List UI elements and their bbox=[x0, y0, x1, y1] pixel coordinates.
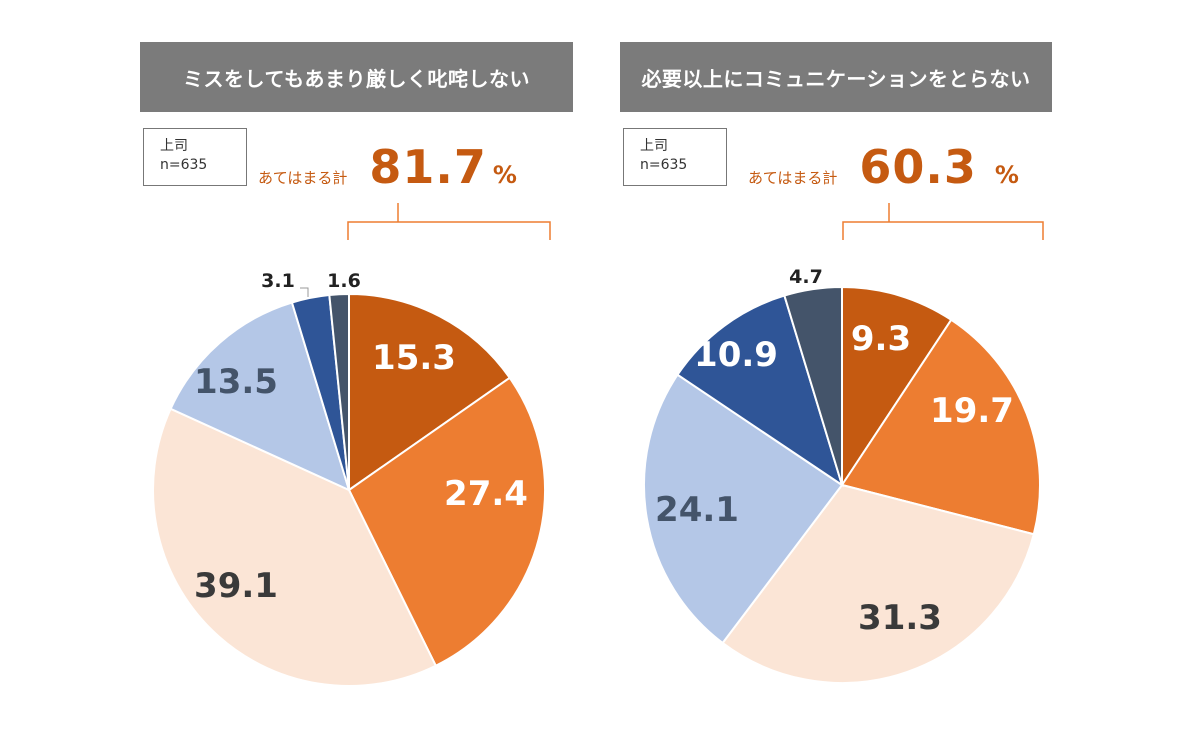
slice-value-label: 39.1 bbox=[194, 566, 278, 606]
respondent-label: 上司 bbox=[160, 138, 188, 154]
slice-value-label: 4.7 bbox=[789, 266, 823, 288]
sample-size-box: 上司 n=635 bbox=[623, 128, 727, 186]
slice-value-label: 13.5 bbox=[194, 362, 278, 402]
pie-slice bbox=[348, 292, 512, 492]
pie-slice bbox=[328, 292, 350, 491]
pie-slice bbox=[152, 407, 438, 687]
applies-value: 60.3 bbox=[859, 140, 977, 194]
pie-slice bbox=[783, 285, 843, 486]
pie-slice bbox=[676, 294, 844, 488]
chart-title: 必要以上にコミュニケーションをとらない bbox=[620, 42, 1052, 112]
slice-value-label: 24.1 bbox=[655, 490, 739, 530]
chart-title: ミスをしてもあまり厳しく叱咤しない bbox=[140, 42, 573, 112]
slice-value-label: 10.9 bbox=[694, 335, 778, 375]
leader-line bbox=[300, 287, 309, 297]
chart-panel-2: 必要以上にコミュニケーションをとらない 上司 n=635 あてはまる計 60.3… bbox=[600, 0, 1200, 741]
slice-value-label: 3.1 bbox=[261, 270, 295, 292]
sample-size: n=635 bbox=[640, 157, 688, 173]
pie-slice bbox=[643, 373, 844, 645]
sample-size-box: 上司 n=635 bbox=[143, 128, 247, 186]
applies-label: あてはまる計 bbox=[748, 169, 838, 187]
slice-value-label: 9.3 bbox=[851, 319, 911, 359]
pie-slice bbox=[347, 376, 546, 668]
pie-slice bbox=[841, 285, 953, 489]
respondent-label: 上司 bbox=[640, 138, 668, 154]
pie-slice bbox=[840, 318, 1041, 536]
pie-slice bbox=[169, 301, 351, 492]
applies-bracket bbox=[347, 221, 551, 240]
pie-chart-1: 15.3 27.4 39.1 13.5 3.1 1.6 bbox=[152, 203, 551, 687]
applies-label: あてはまる計 bbox=[258, 169, 348, 187]
applies-total: あてはまる計 81.7 % bbox=[258, 140, 517, 194]
pie-chart-2: 9.3 19.7 31.3 24.1 10.9 4.7 bbox=[643, 203, 1044, 684]
slice-value-label: 15.3 bbox=[372, 338, 456, 378]
chart-panel-1: ミスをしてもあまり厳しく叱咤しない 上司 n=635 あてはまる計 81.7 %… bbox=[140, 42, 573, 687]
applies-total: あてはまる計 60.3 % bbox=[748, 140, 1019, 194]
sample-size: n=635 bbox=[160, 157, 208, 173]
pie-slice bbox=[721, 483, 1035, 684]
slice-value-label: 27.4 bbox=[444, 474, 528, 514]
slice-value-label: 31.3 bbox=[858, 598, 942, 638]
applies-bracket bbox=[842, 221, 1044, 240]
applies-unit: % bbox=[994, 161, 1019, 189]
applies-value: 81.7 bbox=[369, 140, 487, 194]
slice-value-label: 1.6 bbox=[327, 270, 361, 292]
slice-value-label: 19.7 bbox=[930, 391, 1014, 431]
applies-unit: % bbox=[492, 161, 517, 189]
